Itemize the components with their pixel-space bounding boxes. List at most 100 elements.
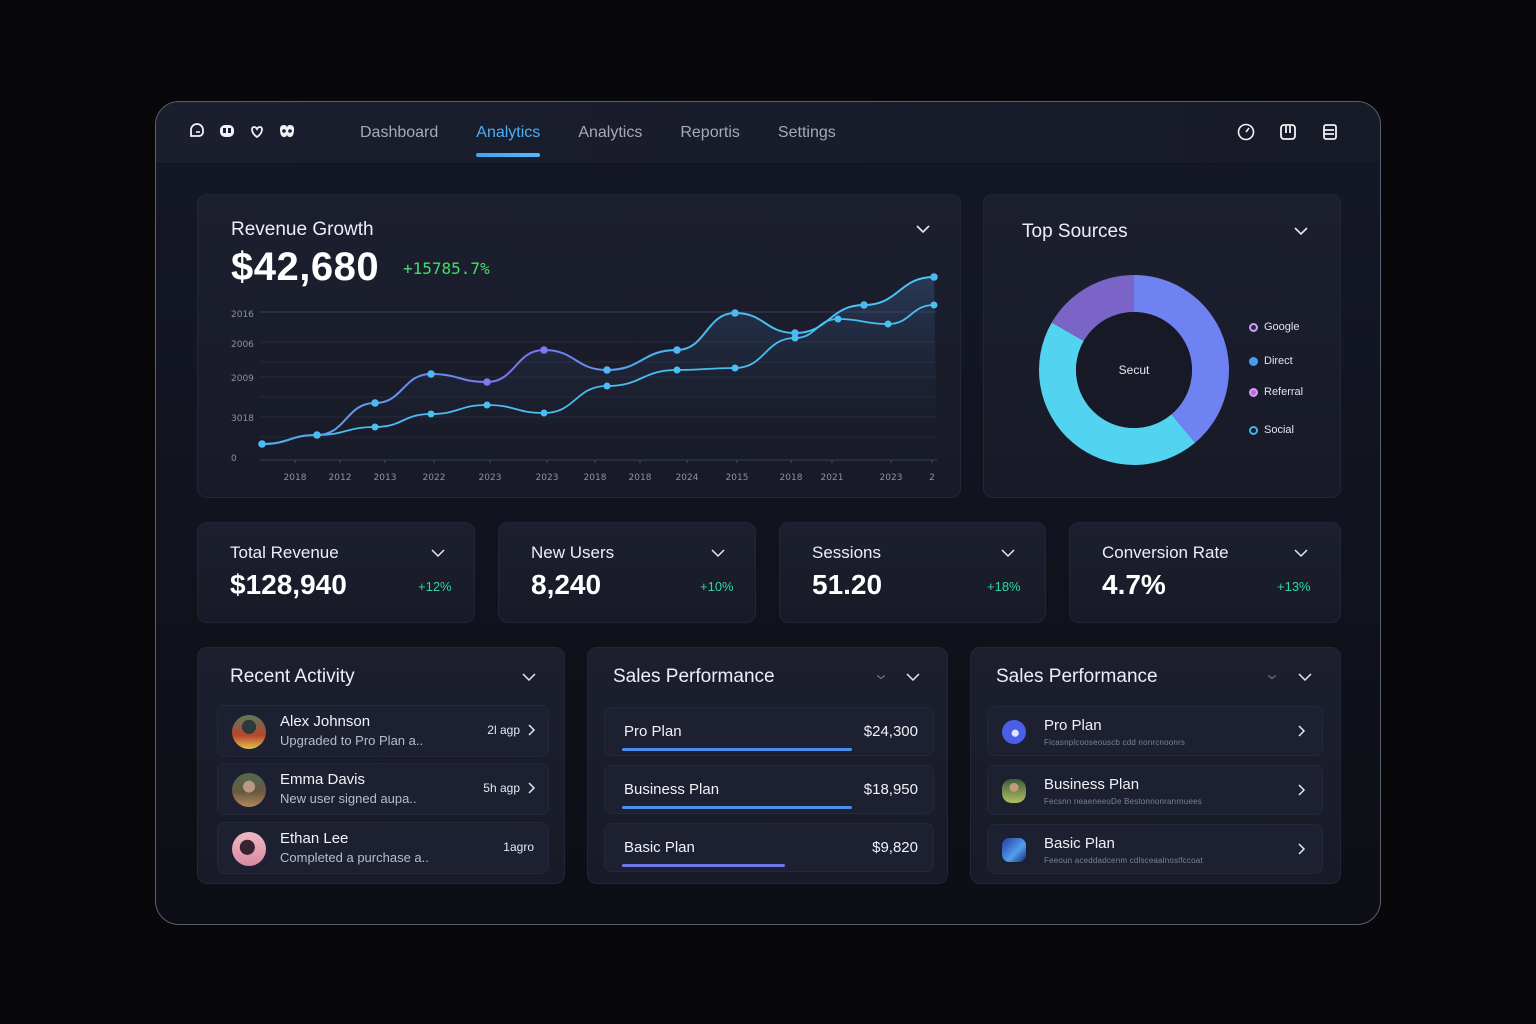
x-axis-tick-label: 2018	[629, 473, 652, 483]
plan-label: Basic Plan	[624, 839, 695, 856]
stat-value: 4.7%	[1102, 569, 1166, 600]
basic-plan-icon	[1002, 838, 1026, 862]
recent-activity-panel: Recent Activity Alex Johnson Upgraded to…	[197, 647, 565, 884]
legend-item-social[interactable]: Social	[1249, 424, 1294, 436]
plan-value: $24,300	[863, 723, 918, 740]
x-axis-tick-label: 2018	[780, 473, 803, 483]
legend-item-referral[interactable]: Referral	[1249, 386, 1303, 398]
chevron-down-icon[interactable]	[1297, 669, 1313, 685]
plan-subtitle: Ficasnplcooseouscb cdd nonrcnoonrs	[1044, 738, 1186, 747]
sales-row-basic-plan[interactable]: Basic Plan $9,820	[604, 823, 934, 872]
stat-value: $128,940	[230, 569, 347, 600]
donut-slice[interactable]	[1039, 322, 1196, 466]
dashboard-window: Dashboard Analytics Analytics Reportis S…	[155, 101, 1381, 925]
plan-row-business[interactable]: Business Plan Fecsnn neaeneeoDe Bestonno…	[987, 765, 1323, 815]
chevron-down-icon[interactable]	[1293, 223, 1309, 239]
x-axis-tick-label: 2015	[726, 473, 749, 483]
stat-change: +18%	[987, 579, 1021, 594]
revenue-growth-card: Revenue Growth $42,680 +15785.7% 0 3018 20…	[197, 194, 961, 498]
sales-performance-plans-panel: Sales Performance Pro Plan Ficasnplcoose…	[970, 647, 1341, 884]
activity-user-name: Emma Davis	[280, 771, 366, 788]
chat-bubble-icon[interactable]	[188, 122, 206, 140]
nav-tabs: Dashboard Analytics Analytics Reportis S…	[341, 102, 855, 164]
business-plan-icon	[1002, 779, 1026, 803]
legend-item-google[interactable]: Google	[1249, 321, 1299, 333]
donut-slice[interactable]	[1134, 275, 1229, 443]
plan-row-pro[interactable]: Pro Plan Ficasnplcooseouscb cdd nonrcnoo…	[987, 706, 1323, 756]
sales-row-pro-plan[interactable]: Pro Plan $24,300	[604, 707, 934, 756]
top-navigation-bar: Dashboard Analytics Analytics Reportis S…	[156, 102, 1380, 164]
progress-bar	[622, 748, 852, 751]
activity-time: 1agro	[503, 840, 534, 854]
activity-row[interactable]: Ethan Lee Completed a purchase a.. 1agro	[217, 822, 549, 874]
sort-icon[interactable]	[875, 671, 887, 683]
chevron-down-icon[interactable]	[430, 545, 446, 561]
chevron-down-icon[interactable]	[915, 221, 931, 237]
stat-card-conversion-rate: Conversion Rate 4.7% +13%	[1069, 522, 1341, 623]
x-axis-tick-label: 2	[929, 473, 935, 483]
x-axis-tick-label: 2021	[821, 473, 844, 483]
menu-icon[interactable]	[1320, 122, 1340, 142]
chevron-right-icon	[1298, 725, 1306, 737]
chevron-down-icon[interactable]	[521, 669, 537, 685]
activity-description: Completed a purchase a..	[280, 850, 429, 865]
robot-icon[interactable]	[218, 122, 236, 140]
progress-bar	[622, 864, 785, 867]
brand-icons	[188, 122, 296, 140]
tab-settings[interactable]: Settings	[777, 124, 836, 141]
chevron-down-icon[interactable]	[1000, 545, 1016, 561]
chevron-down-icon[interactable]	[1293, 545, 1309, 561]
x-axis-tick-label: 2022	[423, 473, 446, 483]
sales-performance-title: Sales Performance	[996, 666, 1158, 687]
activity-row[interactable]: Emma Davis New user signed aupa.. 5h agp	[217, 763, 549, 815]
x-axis-tick-label: 2013	[374, 473, 397, 483]
stat-card-sessions: Sessions 51.20 +18%	[779, 522, 1046, 623]
chevron-down-icon[interactable]	[905, 669, 921, 685]
activity-description: Upgraded to Pro Plan a..	[280, 733, 424, 748]
mask-icon[interactable]	[278, 122, 296, 140]
donut-slice[interactable]	[1051, 275, 1134, 341]
avatar	[232, 832, 266, 866]
x-axis-tick-label: 2023	[479, 473, 502, 483]
activity-user-name: Ethan Lee	[280, 830, 349, 847]
stat-value: 8,240	[531, 569, 602, 600]
bookmark-icon[interactable]	[1278, 122, 1298, 142]
heart-icon[interactable]	[248, 122, 266, 140]
plan-subtitle: Fecsnn neaeneeoDe Bestonnonranrnuees	[1044, 797, 1202, 806]
sales-performance-title: Sales Performance	[613, 666, 775, 687]
y-axis-tick-label: 0	[231, 454, 237, 464]
x-axis-tick-label: 2018	[584, 473, 607, 483]
avatar	[232, 773, 266, 807]
chevron-right-icon	[1298, 784, 1306, 796]
x-axis-tick-label: 2018	[284, 473, 307, 483]
sales-row-business-plan[interactable]: Business Plan $18,950	[604, 765, 934, 814]
activity-row[interactable]: Alex Johnson Upgraded to Pro Plan a.. 2l…	[217, 705, 549, 757]
y-axis-tick-label: 3018	[231, 414, 254, 424]
stat-change: +12%	[418, 579, 452, 594]
revenue-growth-value: $42,680	[231, 245, 380, 289]
x-axis-tick-label: 2024	[676, 473, 699, 483]
legend-label: Social	[1264, 424, 1294, 436]
legend-item-direct[interactable]: Direct	[1249, 355, 1293, 367]
legend-label: Google	[1264, 321, 1300, 333]
plan-row-basic[interactable]: Basic Plan Feeoun aceddadcenm cdlsceaaln…	[987, 824, 1323, 874]
activity-time: 5h agp	[483, 781, 520, 795]
tab-analytics[interactable]: Analytics	[578, 124, 643, 141]
legend-dot-icon	[1249, 322, 1258, 332]
tab-dashboard[interactable]: Dashboard	[360, 124, 439, 141]
plan-label: Business Plan	[1044, 776, 1140, 793]
sort-icon[interactable]	[1266, 671, 1278, 683]
tab-reports[interactable]: Reportis	[680, 124, 740, 141]
stat-card-total-revenue: Total Revenue $128,940 +12%	[197, 522, 475, 623]
y-axis-tick-label: 2016	[231, 310, 254, 320]
tab-analytics-active[interactable]: Analytics	[457, 102, 559, 164]
revenue-line-chart: 0 3018 2009 2006 2016 2018 2012 2013 2022 2023 202…	[231, 273, 938, 483]
chevron-down-icon[interactable]	[710, 545, 726, 561]
plan-value: $9,820	[872, 839, 918, 856]
top-sources-card: Top Sources Secut Google Direct Referral…	[983, 194, 1341, 498]
stat-value: 51.20	[812, 569, 883, 600]
clock-icon[interactable]	[1236, 122, 1256, 142]
legend-dot-icon	[1249, 356, 1258, 366]
plan-label: Business Plan	[624, 781, 720, 798]
donut-center-label: Secut	[1119, 363, 1150, 377]
